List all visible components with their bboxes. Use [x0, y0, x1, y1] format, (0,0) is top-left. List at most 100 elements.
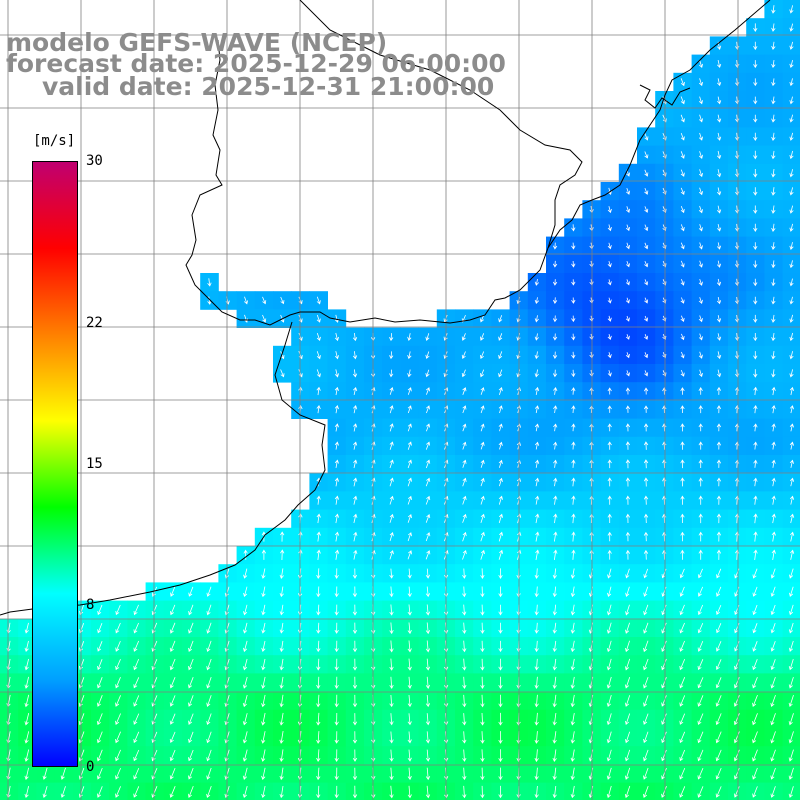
wind-vector-arrow	[716, 333, 722, 341]
wind-vector-arrow	[789, 477, 795, 487]
wind-vector-arrow	[407, 477, 412, 487]
wind-vector-arrow	[662, 387, 667, 395]
wind-vector-arrow	[607, 423, 612, 432]
wind-vector-arrow	[353, 423, 358, 432]
wind-vector-arrow	[353, 513, 358, 524]
wind-vector-arrow	[188, 604, 194, 616]
wind-vector-arrow	[534, 423, 540, 432]
wind-vector-arrow	[498, 586, 503, 598]
wind-vector-arrow	[771, 549, 776, 560]
wind-vector-arrow	[169, 640, 176, 653]
wind-vector-arrow	[644, 151, 649, 159]
wind-vector-arrow	[643, 568, 649, 579]
wind-vector-arrow	[280, 531, 285, 542]
wind-vector-arrow	[771, 132, 776, 141]
wind-vector-arrow	[698, 333, 703, 341]
wind-vector-arrow	[224, 640, 230, 653]
wind-vector-arrow	[188, 749, 194, 762]
wind-vector-arrow	[625, 531, 631, 542]
wind-vector-arrow	[334, 749, 339, 762]
wind-vector-arrow	[571, 369, 576, 378]
wind-vector-arrow	[698, 187, 703, 196]
wind-vector-arrow	[680, 279, 685, 286]
wind-vector-arrow	[698, 114, 703, 123]
wind-vector-arrow	[789, 242, 794, 250]
wind-vector-arrow	[316, 676, 321, 689]
wind-vector-arrow	[461, 333, 466, 341]
wind-vector-arrow	[334, 676, 339, 689]
wind-vector-arrow	[206, 676, 212, 689]
wind-vector-arrow	[425, 441, 431, 450]
wind-vector-arrow	[206, 640, 212, 653]
wind-vector-arrow	[717, 351, 722, 360]
wind-vector-arrow	[698, 315, 703, 323]
wind-vector-arrow	[242, 785, 248, 799]
wind-vector-arrow	[717, 187, 722, 196]
wind-vector-arrow	[788, 676, 794, 689]
wind-vector-arrow	[553, 477, 558, 487]
wind-vector-arrow	[334, 351, 339, 360]
wind-vector-arrow	[625, 315, 630, 322]
wind-vector-arrow	[571, 260, 576, 268]
wind-vector-arrow	[680, 206, 685, 214]
wind-vector-arrow	[534, 586, 539, 598]
wind-vector-arrow	[697, 677, 704, 689]
wind-vector-arrow	[170, 586, 176, 597]
wind-vector-arrow	[24, 786, 29, 799]
wind-vector-arrow	[679, 604, 685, 616]
wind-vector-arrow	[461, 351, 466, 360]
wind-vector-arrow	[698, 278, 703, 286]
wind-vector-arrow	[462, 549, 467, 560]
wind-vector-arrow	[571, 549, 576, 560]
colorbar-unit-label: [m/s]	[33, 133, 76, 149]
wind-vector-arrow	[697, 695, 704, 707]
wind-vector-arrow	[425, 351, 430, 360]
wind-vector-arrow	[753, 60, 758, 69]
wind-vector-arrow	[553, 459, 558, 468]
wind-vector-arrow	[607, 352, 612, 359]
wind-vector-arrow	[716, 549, 722, 560]
wind-vector-arrow	[316, 712, 321, 726]
wind-vector-arrow	[206, 749, 212, 762]
wind-vector-arrow	[752, 677, 758, 689]
wind-vector-arrow	[733, 749, 740, 762]
wind-vector-arrow	[606, 767, 612, 780]
wind-vector-arrow	[644, 352, 649, 359]
wind-vector-arrow	[753, 351, 758, 360]
wind-vector-arrow	[552, 242, 558, 250]
wind-vector-arrow	[679, 640, 685, 652]
wind-vector-arrow	[243, 586, 248, 598]
wind-vector-arrow	[734, 260, 740, 268]
wind-vector-arrow	[679, 767, 686, 780]
wind-vector-arrow	[316, 513, 321, 524]
wind-vector-arrow	[662, 441, 667, 450]
wind-vector-arrow	[643, 658, 649, 671]
wind-vector-arrow	[753, 41, 758, 51]
wind-vector-arrow	[115, 731, 121, 744]
wind-vector-arrow	[680, 495, 685, 505]
wind-vector-arrow	[498, 477, 503, 487]
wind-vector-arrow	[425, 369, 430, 378]
wind-vector-arrow	[243, 604, 248, 616]
wind-vector-arrow	[353, 549, 358, 560]
wind-vector-arrow	[698, 297, 703, 305]
wind-vector-arrow	[24, 767, 29, 780]
wind-vector-arrow	[643, 531, 649, 542]
wind-vector-arrow	[498, 369, 503, 378]
wind-vector-arrow	[480, 405, 485, 414]
wind-vector-arrow	[771, 423, 776, 432]
wind-vector-arrow	[352, 785, 358, 799]
wind-vector-arrow	[606, 713, 612, 726]
wind-vector-arrow	[680, 132, 685, 141]
wind-vector-arrow	[407, 532, 412, 542]
wind-vector-arrow	[534, 731, 539, 744]
wind-vector-arrow	[717, 169, 722, 178]
wind-vector-arrow	[407, 441, 412, 450]
wind-vector-arrow	[788, 767, 794, 780]
wind-vector-arrow	[735, 549, 740, 560]
wind-vector-arrow	[389, 387, 394, 395]
wind-vector-arrow	[97, 659, 103, 671]
wind-vector-arrow	[279, 731, 284, 744]
wind-vector-arrow	[771, 150, 776, 160]
wind-vector-arrow	[697, 640, 704, 652]
